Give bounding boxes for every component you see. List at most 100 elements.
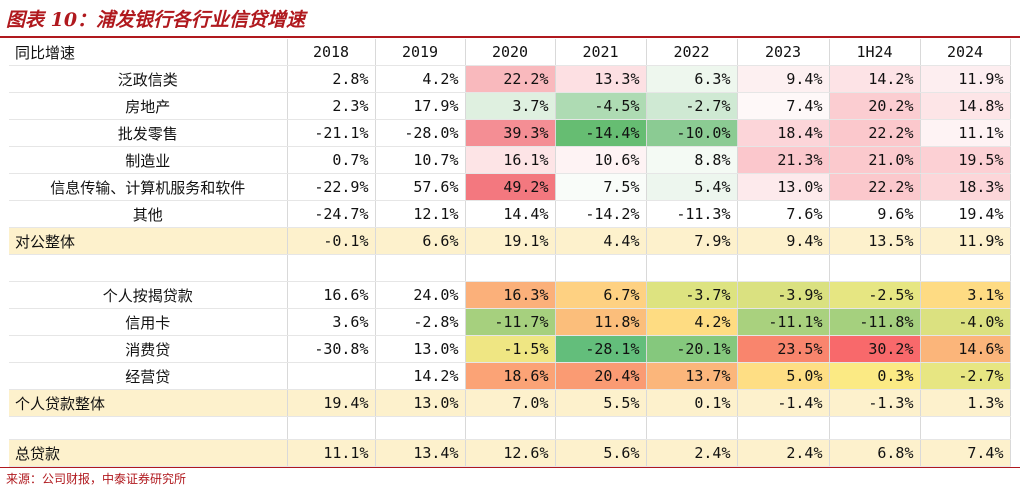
row-label: 对公整体 bbox=[9, 227, 288, 255]
growth-cell: -2.7% bbox=[920, 362, 1011, 390]
growth-cell: 12.1% bbox=[375, 200, 466, 228]
growth-cell: -4.0% bbox=[920, 308, 1011, 336]
header-year: 1H24 bbox=[829, 39, 921, 66]
growth-cell: -28.0% bbox=[375, 119, 466, 147]
growth-cell: -11.7% bbox=[465, 308, 556, 336]
growth-cell: 18.3% bbox=[920, 173, 1011, 201]
growth-cell: 7.0% bbox=[465, 389, 556, 417]
growth-cell: 5.0% bbox=[737, 362, 830, 390]
growth-cell: 7.4% bbox=[737, 92, 830, 120]
growth-cell: 11.1% bbox=[287, 439, 376, 467]
row-label: 总贷款 bbox=[9, 439, 288, 467]
growth-cell: 6.3% bbox=[646, 65, 738, 93]
growth-cell bbox=[737, 416, 830, 440]
table-row: 信息传输、计算机服务和软件 -22.9% 57.6% 49.2% 7.5% 5.4% 13.… bbox=[9, 173, 1011, 201]
growth-cell: 4.2% bbox=[375, 65, 466, 93]
growth-cell: -20.1% bbox=[646, 335, 738, 363]
growth-cell: 14.8% bbox=[920, 92, 1011, 120]
growth-cell: 18.4% bbox=[737, 119, 830, 147]
growth-cell: 2.8% bbox=[287, 65, 376, 93]
growth-cell: 4.4% bbox=[555, 227, 647, 255]
growth-cell: 14.2% bbox=[829, 65, 921, 93]
growth-cell: 3.1% bbox=[920, 281, 1011, 309]
growth-cell: 9.4% bbox=[737, 227, 830, 255]
growth-cell: 11.1% bbox=[920, 119, 1011, 147]
growth-cell: -2.7% bbox=[646, 92, 738, 120]
growth-cell: -11.3% bbox=[646, 200, 738, 228]
header-year: 2018 bbox=[287, 39, 376, 66]
growth-cell bbox=[737, 254, 830, 282]
row-label: 信息传输、计算机服务和软件 bbox=[9, 173, 288, 201]
growth-cell: -10.0% bbox=[646, 119, 738, 147]
growth-cell: -28.1% bbox=[555, 335, 647, 363]
growth-cell: -22.9% bbox=[287, 173, 376, 201]
header-label: 同比增速 bbox=[9, 39, 288, 66]
growth-cell: 13.0% bbox=[375, 335, 466, 363]
row-label: 个人贷款整体 bbox=[9, 389, 288, 417]
growth-cell: 7.6% bbox=[737, 200, 830, 228]
table-row: 经营贷 14.2% 18.6% 20.4% 13.7% 5.0% 0.3% -2.7% bbox=[9, 362, 1011, 390]
header-year: 2019 bbox=[375, 39, 466, 66]
header-row: 同比增速 2018 2019 2020 2021 2022 2023 1H24 … bbox=[9, 39, 1011, 66]
growth-cell: 20.2% bbox=[829, 92, 921, 120]
growth-cell: 6.6% bbox=[375, 227, 466, 255]
growth-cell: 21.0% bbox=[829, 146, 921, 174]
total-row: 总贷款 11.1% 13.4% 12.6% 5.6% 2.4% 2.4% 6.8% 7.4% bbox=[9, 439, 1011, 467]
growth-cell: 2.4% bbox=[646, 439, 738, 467]
growth-cell: 11.9% bbox=[920, 65, 1011, 93]
row-label: 消费贷 bbox=[9, 335, 288, 363]
loan-growth-table: 同比增速 2018 2019 2020 2021 2022 2023 1H24 … bbox=[9, 39, 1011, 467]
growth-cell: 9.6% bbox=[829, 200, 921, 228]
growth-cell: 19.5% bbox=[920, 146, 1011, 174]
growth-cell: 22.2% bbox=[829, 119, 921, 147]
growth-cell: 19.4% bbox=[920, 200, 1011, 228]
growth-cell: 14.4% bbox=[465, 200, 556, 228]
growth-cell: 13.4% bbox=[375, 439, 466, 467]
growth-cell: -14.4% bbox=[555, 119, 647, 147]
total-row: 对公整体 -0.1% 6.6% 19.1% 4.4% 7.9% 9.4% 13.5% 11.9% bbox=[9, 227, 1011, 255]
growth-cell: 0.1% bbox=[646, 389, 738, 417]
growth-cell: 10.7% bbox=[375, 146, 466, 174]
growth-cell bbox=[465, 416, 556, 440]
growth-cell: -2.5% bbox=[829, 281, 921, 309]
growth-cell: 19.1% bbox=[465, 227, 556, 255]
growth-cell bbox=[375, 416, 466, 440]
row-label bbox=[9, 254, 288, 282]
growth-cell: 39.3% bbox=[465, 119, 556, 147]
growth-cell: -4.5% bbox=[555, 92, 647, 120]
growth-cell: 5.5% bbox=[555, 389, 647, 417]
growth-cell: -3.9% bbox=[737, 281, 830, 309]
row-label: 其他 bbox=[9, 200, 288, 228]
growth-cell bbox=[555, 254, 647, 282]
growth-cell: -2.8% bbox=[375, 308, 466, 336]
footer-rule bbox=[0, 467, 1020, 468]
growth-cell: 30.2% bbox=[829, 335, 921, 363]
table-row: 其他 -24.7% 12.1% 14.4% -14.2% -11.3% 7.6% 9.6% 19… bbox=[9, 200, 1011, 228]
growth-cell: 14.6% bbox=[920, 335, 1011, 363]
growth-cell: 6.8% bbox=[829, 439, 921, 467]
growth-cell bbox=[287, 362, 376, 390]
growth-cell: 9.4% bbox=[737, 65, 830, 93]
growth-cell: 22.2% bbox=[829, 173, 921, 201]
row-label: 经营贷 bbox=[9, 362, 288, 390]
growth-cell: 17.9% bbox=[375, 92, 466, 120]
growth-cell: 1.3% bbox=[920, 389, 1011, 417]
growth-cell: 19.4% bbox=[287, 389, 376, 417]
growth-cell: 7.4% bbox=[920, 439, 1011, 467]
header-year: 2022 bbox=[646, 39, 738, 66]
header-year: 2021 bbox=[555, 39, 647, 66]
growth-cell bbox=[287, 416, 376, 440]
title-rule bbox=[0, 36, 1020, 38]
growth-cell: 16.1% bbox=[465, 146, 556, 174]
row-label: 制造业 bbox=[9, 146, 288, 174]
growth-cell bbox=[920, 254, 1011, 282]
growth-cell: -14.2% bbox=[555, 200, 647, 228]
source-note: 来源：公司财报，中泰证券研究所 bbox=[6, 472, 187, 486]
growth-cell bbox=[829, 254, 921, 282]
table-row: 房地产 2.3% 17.9% 3.7% -4.5% -2.7% 7.4% 20.2% 14.8% bbox=[9, 92, 1011, 120]
growth-cell: 11.9% bbox=[920, 227, 1011, 255]
growth-cell: 7.9% bbox=[646, 227, 738, 255]
total-row: 个人贷款整体 19.4% 13.0% 7.0% 5.5% 0.1% -1.4% -1.3% 1.… bbox=[9, 389, 1011, 417]
growth-cell: 2.4% bbox=[737, 439, 830, 467]
growth-cell: 8.8% bbox=[646, 146, 738, 174]
